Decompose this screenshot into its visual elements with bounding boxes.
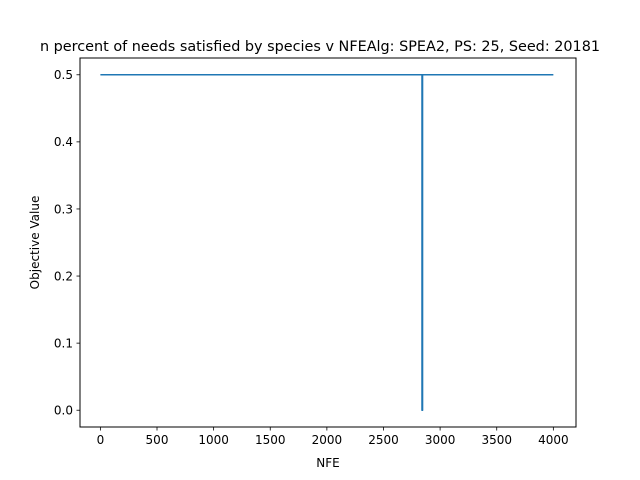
x-tick-label: 1500 [255, 433, 286, 447]
series-line-0 [100, 74, 554, 411]
y-tick-label: 0.3 [54, 202, 73, 216]
x-tick-label: 1000 [198, 433, 229, 447]
y-tick-label: 0.4 [54, 135, 73, 149]
series-layer [100, 74, 554, 411]
x-axis-ticks: 0 500 1000 1500 2000 2500 3000 3500 4000 [97, 427, 569, 447]
y-axis-ticks: 0.0 0.1 0.2 0.3 0.4 0.5 [54, 68, 80, 418]
chart-title: n percent of needs satisfied by species … [40, 39, 600, 55]
x-axis-label: NFE [316, 456, 339, 470]
x-tick-label: 2000 [312, 433, 343, 447]
x-tick-label: 2500 [368, 433, 399, 447]
y-axis-label: Objective Value [28, 196, 42, 290]
x-tick-label: 3500 [481, 433, 512, 447]
plot-background [80, 58, 576, 427]
y-tick-label: 0.2 [54, 269, 73, 283]
x-tick-label: 500 [146, 433, 169, 447]
y-tick-label: 0.0 [54, 404, 73, 418]
plot-frame [79, 57, 577, 428]
y-tick-label: 0.1 [54, 336, 73, 350]
x-tick-label: 4000 [538, 433, 569, 447]
x-tick-label: 3000 [425, 433, 456, 447]
y-tick-label: 0.5 [54, 68, 73, 82]
x-tick-label: 0 [97, 433, 105, 447]
